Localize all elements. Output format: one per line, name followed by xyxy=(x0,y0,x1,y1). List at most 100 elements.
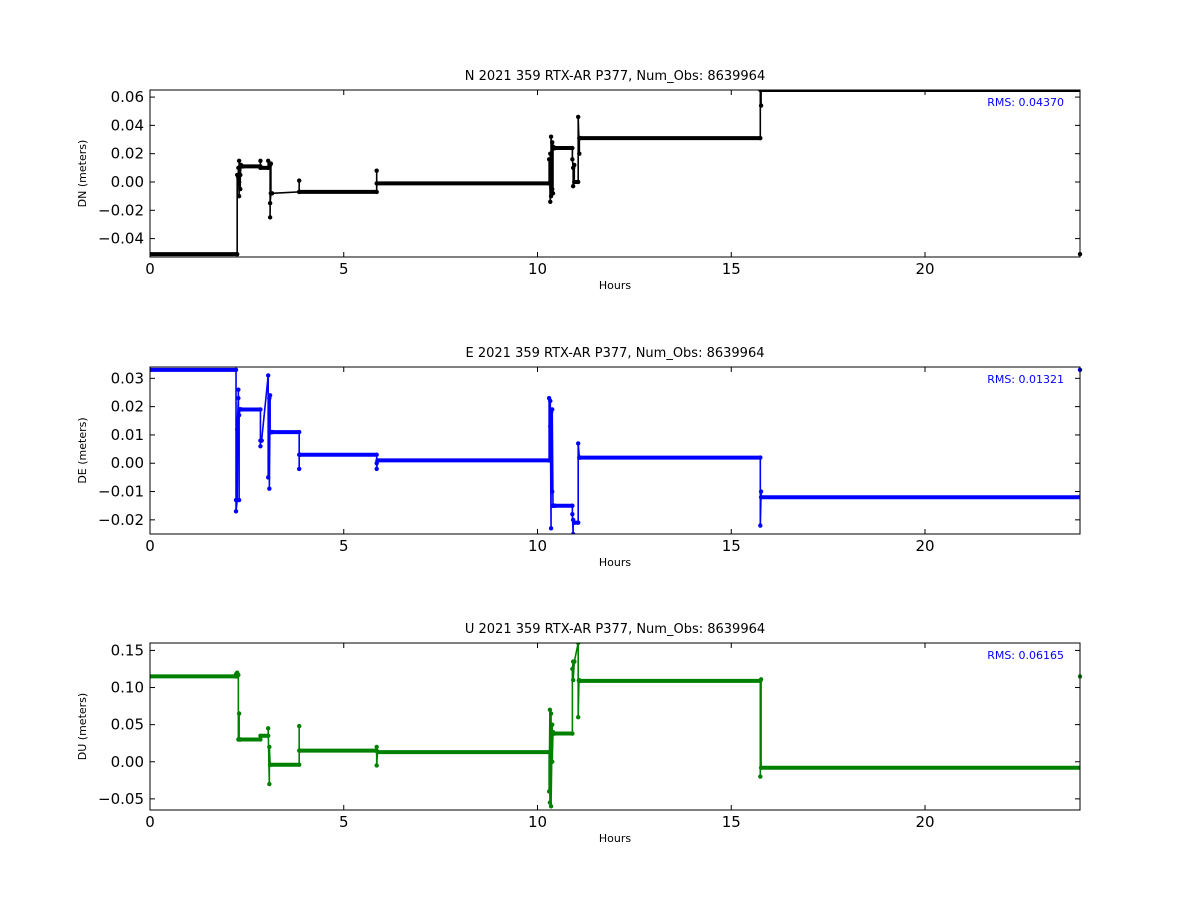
x-tick-label: 5 xyxy=(339,260,349,278)
data-point xyxy=(575,441,581,446)
data-point xyxy=(572,179,577,185)
axes-frame xyxy=(149,89,1081,258)
subplot-0: 0 5 10 15 20 −0.04 −0.02 0.00 0.02 0.04 0.06 N 2021… xyxy=(76,69,1083,292)
data-point xyxy=(575,715,581,720)
data-point xyxy=(570,731,575,736)
data-point xyxy=(238,186,243,192)
data-point xyxy=(570,677,576,683)
y-tick-label: 0.03 xyxy=(111,369,144,387)
x-tick-label: 5 xyxy=(339,813,349,831)
y-axis-label: DN (meters) xyxy=(76,140,89,208)
x-tick-label: 0 xyxy=(145,813,155,831)
data-point xyxy=(548,526,554,531)
data-point xyxy=(575,179,581,185)
data-point xyxy=(236,672,241,678)
rms-label: RMS: 0.04370 xyxy=(987,96,1064,109)
x-tick-label: 10 xyxy=(528,813,547,831)
data-point xyxy=(758,523,763,528)
data-point xyxy=(758,90,764,93)
data-point xyxy=(548,424,553,429)
data-point xyxy=(552,731,558,736)
y-tick-label: −0.04 xyxy=(98,230,144,248)
x-tick-label: 0 xyxy=(145,260,155,278)
data-point xyxy=(236,193,242,199)
data-point xyxy=(547,707,553,712)
data-point xyxy=(547,800,553,805)
data-point xyxy=(550,407,555,412)
axes-frame xyxy=(149,642,1081,811)
x-tick-label: 15 xyxy=(722,537,741,555)
data-point xyxy=(150,367,153,373)
rms-label: RMS: 0.06165 xyxy=(987,649,1064,662)
data-point xyxy=(150,674,153,679)
data-point xyxy=(267,201,273,206)
data-point xyxy=(269,191,275,196)
data-point xyxy=(570,503,575,508)
x-tick-label: 10 xyxy=(528,260,547,278)
y-tick-label: 0.06 xyxy=(111,88,144,106)
data-point xyxy=(233,367,239,373)
y-tick-label: 0.10 xyxy=(111,679,144,697)
data-point xyxy=(758,455,763,460)
x-axis-label: Hours xyxy=(599,832,631,845)
data-point xyxy=(758,103,764,108)
data-point xyxy=(548,398,553,404)
x-tick-label: 20 xyxy=(915,537,934,555)
data-point xyxy=(546,458,552,463)
y-tick-label: 0.01 xyxy=(111,426,144,444)
data-point xyxy=(238,172,243,178)
data-point xyxy=(236,158,242,163)
y-tick-label: 0.00 xyxy=(111,173,144,191)
data-point xyxy=(548,804,554,809)
subplot-1: 0 5 10 15 20 −0.02 −0.01 0.00 0.01 0.02 0.03 E 2021… xyxy=(76,346,1083,569)
y-tick-label: −0.02 xyxy=(98,511,144,529)
data-point xyxy=(375,749,380,755)
data-point xyxy=(374,763,379,768)
y-axis-label: DE (meters) xyxy=(76,417,89,483)
data-point xyxy=(236,179,242,185)
data-point xyxy=(267,393,273,398)
data-point xyxy=(550,191,556,196)
data-point xyxy=(297,748,303,753)
chart-title: N 2021 359 RTX-AR P377, Num_Obs: 8639964 xyxy=(465,69,765,84)
data-point xyxy=(577,135,583,141)
data-point xyxy=(572,659,577,664)
y-axis-label: DU (meters) xyxy=(76,693,89,760)
data-point xyxy=(570,157,575,162)
data-point xyxy=(575,114,581,120)
data-point xyxy=(240,164,246,169)
y-tick-label: 0.15 xyxy=(111,641,144,659)
data-point xyxy=(258,733,263,738)
data-point xyxy=(268,161,274,166)
x-tick-label: 5 xyxy=(339,537,349,555)
data-point xyxy=(575,643,581,646)
data-point xyxy=(267,486,272,491)
data-point xyxy=(758,677,764,682)
data-point xyxy=(236,412,242,418)
data-point xyxy=(550,759,555,764)
y-tick-label: 0.02 xyxy=(111,398,144,416)
data-point xyxy=(550,140,555,145)
y-tick-label: −0.02 xyxy=(98,201,144,219)
chart-title: E 2021 359 RTX-AR P377, Num_Obs: 8639964 xyxy=(466,346,765,361)
data-point xyxy=(552,145,558,151)
chart-title: U 2021 359 RTX-AR P377, Num_Obs: 8639964 xyxy=(465,622,765,637)
data-point xyxy=(150,251,153,257)
data-point xyxy=(296,466,302,472)
x-tick-label: 10 xyxy=(528,537,547,555)
data-point xyxy=(546,157,552,162)
data-point xyxy=(374,466,379,472)
data-point xyxy=(758,135,763,141)
data-point xyxy=(1077,495,1080,500)
data-point xyxy=(234,251,240,257)
x-tick-label: 20 xyxy=(915,260,934,278)
data-point xyxy=(267,744,272,750)
x-tick-label: 20 xyxy=(915,813,934,831)
data-point xyxy=(552,503,558,508)
data-point xyxy=(548,199,553,205)
data-point xyxy=(267,781,272,787)
y-tick-label: 0.05 xyxy=(111,716,144,734)
data-point xyxy=(1077,765,1080,770)
data-point xyxy=(258,444,263,449)
data-point xyxy=(575,520,581,525)
